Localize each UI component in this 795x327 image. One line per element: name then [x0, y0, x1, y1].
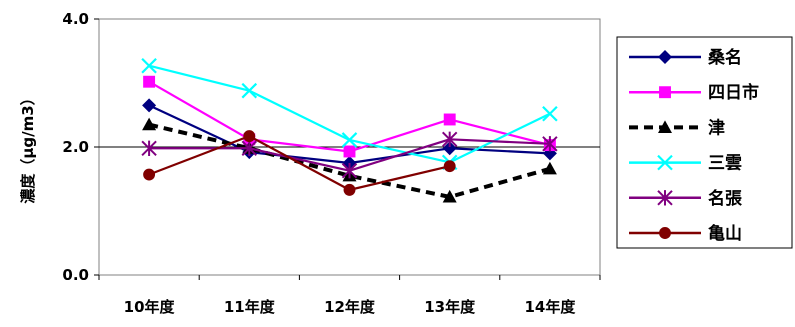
legend-item: 名張: [629, 188, 743, 209]
x-tick-label: 12年度: [324, 298, 376, 316]
data-point-triangle: [142, 117, 157, 131]
data-point-diamond: [142, 98, 157, 113]
legend-label: 三雲: [708, 154, 742, 174]
legend-box: [616, 36, 793, 249]
legend-label: 亀山: [708, 223, 742, 244]
data-point-circle: [143, 168, 156, 181]
data-point-diamond: [658, 50, 672, 64]
legend-item: 三雲: [629, 154, 742, 174]
data-point-triangle: [658, 120, 672, 133]
data-point-star: [441, 131, 458, 148]
x-tick-label: 10年度: [124, 298, 176, 316]
data-point-diamond: [442, 141, 457, 156]
legend-item: 亀山: [629, 223, 742, 244]
data-point-circle: [343, 183, 356, 196]
x-tick-label: 13年度: [424, 298, 476, 316]
chart-series: [141, 57, 558, 203]
y-tick-label: 2.0: [62, 138, 89, 156]
data-point-circle: [243, 130, 256, 143]
data-point-square: [143, 75, 156, 88]
legend-label: 四日市: [708, 82, 759, 103]
series-line: [148, 122, 551, 199]
data-point-x: [241, 82, 258, 99]
data-point-star: [141, 140, 157, 156]
data-point-circle: [443, 160, 456, 173]
data-point-x: [141, 57, 157, 74]
y-tick-label: 0.0: [62, 266, 89, 284]
data-point-star: [241, 140, 258, 156]
legend-item: 桑名: [629, 47, 742, 68]
data-point-triangle: [542, 161, 557, 175]
y-tick-label: 4.0: [62, 10, 89, 28]
y-axis-label: 濃度（μg/m3）: [19, 90, 37, 203]
data-point-star: [542, 136, 558, 152]
data-point-x: [542, 105, 558, 122]
legend-label: 桑名: [708, 47, 742, 68]
data-point-x: [341, 132, 358, 148]
series-x: [141, 57, 558, 171]
data-point-star: [657, 190, 673, 206]
chart-axes: 0.0 2.0 4.0 10年度 11年度 12年度 13年度 14年度 濃度（μg/m3）: [19, 10, 601, 316]
legend-label: 名張: [708, 188, 743, 209]
data-point-x: [657, 154, 673, 171]
data-point-square: [343, 145, 356, 158]
series-line: [148, 135, 450, 191]
data-point-square: [659, 86, 671, 99]
data-point-square: [443, 113, 456, 126]
data-point-star: [341, 162, 358, 179]
x-tick-label: 14年度: [524, 298, 576, 316]
legend-item: 津: [629, 117, 725, 138]
legend-label: 津: [708, 117, 725, 138]
series-circle: [143, 130, 456, 196]
data-point-triangle: [442, 189, 457, 203]
data-point-circle: [659, 227, 671, 239]
legend-item: 四日市: [629, 82, 759, 103]
x-tick-label: 11年度: [224, 298, 276, 316]
